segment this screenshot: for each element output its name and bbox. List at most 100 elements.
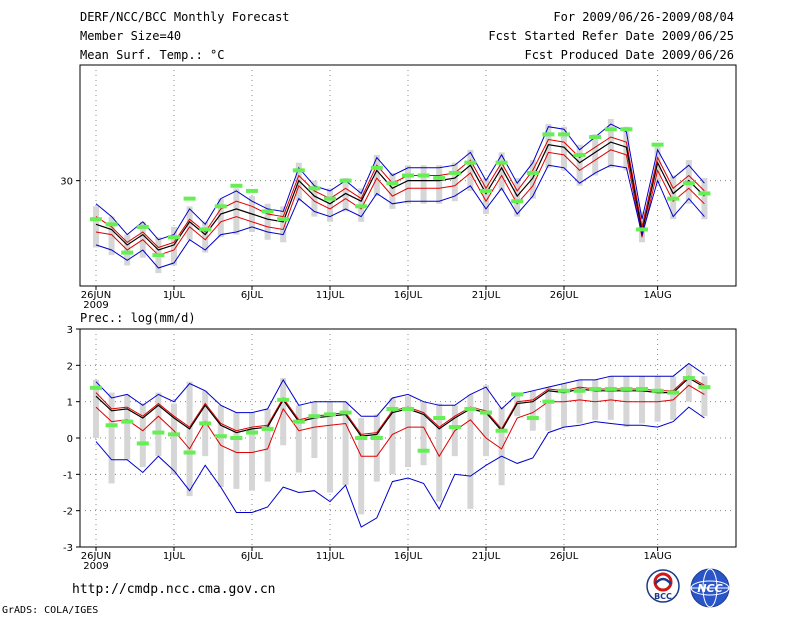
series-line-upper-inner bbox=[95, 375, 705, 435]
range-box bbox=[561, 383, 567, 428]
range-box bbox=[186, 381, 193, 497]
forecast-marker bbox=[448, 170, 461, 175]
range-box bbox=[529, 160, 536, 199]
range-box bbox=[311, 180, 318, 217]
range-box bbox=[264, 408, 271, 482]
range-box bbox=[498, 407, 505, 486]
range-box bbox=[420, 165, 427, 204]
chart-title: DERF/NCC/BCC Monthly Forecast bbox=[80, 10, 290, 24]
forecast-marker bbox=[698, 385, 711, 390]
forecast-marker bbox=[464, 406, 477, 411]
forecast-marker bbox=[480, 410, 492, 415]
x-tick-label: 16JUL bbox=[394, 551, 423, 562]
forecast-started: Fcst Started Refer Date 2009/06/25 bbox=[488, 29, 734, 43]
forecast-marker bbox=[370, 165, 383, 170]
forecast-marker bbox=[448, 425, 461, 430]
x-tick-label: 26JUL bbox=[550, 551, 579, 562]
forecast-marker bbox=[168, 235, 180, 240]
forecast-marker bbox=[214, 434, 227, 439]
range-box bbox=[358, 418, 365, 515]
series-line-ensemble-mean bbox=[95, 377, 705, 437]
forecast-marker bbox=[277, 217, 290, 222]
x-tick-label: 21JUL bbox=[472, 290, 501, 301]
forecast-marker bbox=[199, 421, 212, 426]
range-box bbox=[405, 165, 411, 204]
forecast-marker bbox=[308, 186, 321, 191]
range-box bbox=[280, 378, 287, 446]
y-tick-label: 30 bbox=[60, 177, 73, 188]
forecast-marker bbox=[339, 178, 352, 183]
forecast-marker bbox=[246, 430, 258, 435]
range-box bbox=[217, 198, 224, 238]
range-box bbox=[139, 403, 146, 468]
range-box bbox=[327, 401, 333, 493]
forecast-marker bbox=[152, 253, 165, 258]
bcc-logo: BCC bbox=[646, 569, 680, 603]
ncc-logo-text: NCC bbox=[697, 582, 722, 595]
range-box bbox=[342, 178, 349, 212]
range-box bbox=[467, 149, 474, 191]
forecast-marker bbox=[636, 227, 648, 232]
forecast-marker bbox=[230, 436, 243, 440]
range-box bbox=[264, 203, 271, 240]
series-line-upper-inner bbox=[95, 136, 705, 249]
forecast-marker bbox=[355, 436, 368, 440]
y-tick-label: -2 bbox=[63, 507, 73, 518]
forecast-marker bbox=[324, 412, 336, 417]
forecast-marker bbox=[636, 386, 648, 391]
forecast-marker bbox=[480, 188, 492, 193]
x-year-label: 2009 bbox=[83, 300, 108, 311]
forecast-marker bbox=[121, 419, 134, 424]
range-box bbox=[217, 405, 224, 488]
x-tick-label: 21JUL bbox=[472, 551, 501, 562]
variable-label: Mean Surf. Temp.: °C bbox=[80, 48, 225, 62]
forecast-marker bbox=[464, 160, 477, 165]
grads-credit: GrADS: COLA/IGES bbox=[2, 605, 99, 616]
forecast-marker bbox=[573, 152, 586, 157]
forecast-marker bbox=[292, 419, 305, 424]
forecast-marker bbox=[558, 132, 570, 137]
range-box bbox=[342, 401, 349, 486]
range-box bbox=[186, 206, 193, 240]
range-box bbox=[389, 172, 396, 209]
forecast-marker bbox=[495, 160, 508, 165]
range-box bbox=[311, 401, 318, 458]
forecast-marker bbox=[526, 416, 539, 421]
range-box bbox=[483, 385, 489, 457]
forecast-marker bbox=[105, 222, 118, 227]
forecast-marker bbox=[402, 406, 414, 411]
range-box bbox=[701, 376, 708, 417]
series-line-ensemble-max bbox=[95, 123, 705, 241]
range-box bbox=[280, 206, 287, 243]
forecast-marker bbox=[604, 386, 617, 391]
forecast-marker bbox=[261, 426, 274, 431]
x-tick-label: 11JUL bbox=[316, 551, 345, 562]
range-box bbox=[233, 188, 240, 235]
forecast-marker bbox=[417, 448, 430, 453]
forecast-produced: Fcst Produced Date 2009/06/26 bbox=[524, 48, 734, 62]
range-box bbox=[592, 379, 599, 420]
forecast-marker bbox=[620, 386, 633, 391]
forecast-marker bbox=[136, 441, 149, 446]
forecast-marker bbox=[277, 397, 290, 402]
forecast-marker bbox=[90, 385, 102, 390]
y-tick-label: 1 bbox=[67, 398, 73, 409]
y-tick-label: -3 bbox=[63, 543, 73, 554]
forecast-marker bbox=[682, 376, 695, 381]
forecast-marker bbox=[105, 423, 118, 428]
forecast-marker bbox=[370, 436, 383, 440]
x-tick-label: 16JUL bbox=[394, 290, 423, 301]
range-box bbox=[592, 134, 599, 176]
forecast-marker bbox=[682, 181, 695, 186]
forecast-marker bbox=[667, 196, 680, 201]
forecast-marker bbox=[386, 406, 399, 411]
forecast-marker bbox=[589, 386, 602, 391]
forecast-marker bbox=[214, 204, 227, 209]
y-tick-label: -1 bbox=[63, 470, 73, 481]
range-box bbox=[498, 152, 505, 191]
forecast-marker bbox=[121, 250, 134, 255]
forecast-marker bbox=[292, 168, 305, 173]
range-box bbox=[405, 396, 411, 468]
footer-url[interactable]: http://cmdp.ncc.cma.gov.cn bbox=[72, 582, 276, 597]
x-year-label: 2009 bbox=[83, 561, 108, 572]
